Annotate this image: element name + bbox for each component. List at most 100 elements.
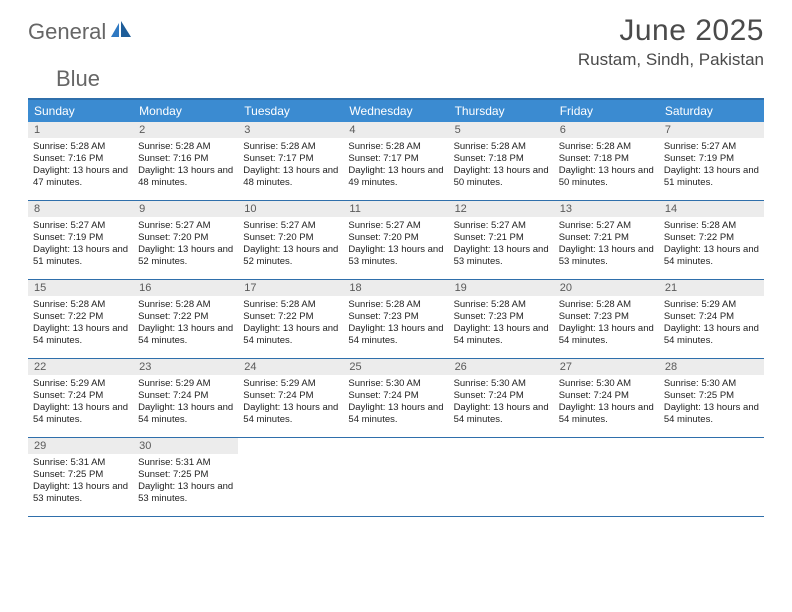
calendar-page: General June 2025 Rustam, Sindh, Pakista… xyxy=(0,0,792,527)
sunrise-line: Sunrise: 5:31 AM xyxy=(33,457,128,469)
sunrise-line: Sunrise: 5:30 AM xyxy=(559,378,654,390)
sunset-line: Sunset: 7:21 PM xyxy=(559,232,654,244)
day-number: 4 xyxy=(343,122,448,138)
sunrise-line: Sunrise: 5:29 AM xyxy=(33,378,128,390)
daylight-line: Daylight: 13 hours and 51 minutes. xyxy=(664,165,759,189)
brand-word2: Blue xyxy=(56,68,100,90)
day-cell: 13Sunrise: 5:27 AMSunset: 7:21 PMDayligh… xyxy=(554,201,659,279)
day-body: Sunrise: 5:29 AMSunset: 7:24 PMDaylight:… xyxy=(133,375,238,430)
location-text: Rustam, Sindh, Pakistan xyxy=(578,50,764,70)
day-number: 23 xyxy=(133,359,238,375)
daylight-line: Daylight: 13 hours and 54 minutes. xyxy=(559,323,654,347)
day-cell: 21Sunrise: 5:29 AMSunset: 7:24 PMDayligh… xyxy=(659,280,764,358)
sunrise-line: Sunrise: 5:30 AM xyxy=(348,378,443,390)
day-number: 22 xyxy=(28,359,133,375)
day-number: 21 xyxy=(659,280,764,296)
daylight-line: Daylight: 13 hours and 53 minutes. xyxy=(348,244,443,268)
sunset-line: Sunset: 7:22 PM xyxy=(243,311,338,323)
sunrise-line: Sunrise: 5:27 AM xyxy=(664,141,759,153)
title-block: June 2025 Rustam, Sindh, Pakistan xyxy=(578,14,764,70)
day-cell: 2Sunrise: 5:28 AMSunset: 7:16 PMDaylight… xyxy=(133,122,238,200)
brand-logo: General xyxy=(28,14,134,43)
day-cell: 29Sunrise: 5:31 AMSunset: 7:25 PMDayligh… xyxy=(28,438,133,516)
day-number: 7 xyxy=(659,122,764,138)
day-number: 14 xyxy=(659,201,764,217)
sunrise-line: Sunrise: 5:28 AM xyxy=(454,141,549,153)
day-cell: 25Sunrise: 5:30 AMSunset: 7:24 PMDayligh… xyxy=(343,359,448,437)
day-body: Sunrise: 5:28 AMSunset: 7:23 PMDaylight:… xyxy=(343,296,448,351)
daylight-line: Daylight: 13 hours and 53 minutes. xyxy=(454,244,549,268)
sunrise-line: Sunrise: 5:29 AM xyxy=(138,378,233,390)
day-body: Sunrise: 5:28 AMSunset: 7:16 PMDaylight:… xyxy=(28,138,133,193)
day-body: Sunrise: 5:27 AMSunset: 7:19 PMDaylight:… xyxy=(659,138,764,193)
day-body: Sunrise: 5:29 AMSunset: 7:24 PMDaylight:… xyxy=(28,375,133,430)
day-cell: 12Sunrise: 5:27 AMSunset: 7:21 PMDayligh… xyxy=(449,201,554,279)
sunrise-line: Sunrise: 5:31 AM xyxy=(138,457,233,469)
day-cell: 23Sunrise: 5:29 AMSunset: 7:24 PMDayligh… xyxy=(133,359,238,437)
sunset-line: Sunset: 7:23 PM xyxy=(559,311,654,323)
daylight-line: Daylight: 13 hours and 48 minutes. xyxy=(138,165,233,189)
day-number: 19 xyxy=(449,280,554,296)
sunset-line: Sunset: 7:24 PM xyxy=(138,390,233,402)
daylight-line: Daylight: 13 hours and 54 minutes. xyxy=(454,323,549,347)
day-number: 29 xyxy=(28,438,133,454)
day-body: Sunrise: 5:28 AMSunset: 7:22 PMDaylight:… xyxy=(238,296,343,351)
sunset-line: Sunset: 7:20 PM xyxy=(348,232,443,244)
day-number: 13 xyxy=(554,201,659,217)
day-body: Sunrise: 5:28 AMSunset: 7:23 PMDaylight:… xyxy=(449,296,554,351)
day-body: Sunrise: 5:30 AMSunset: 7:24 PMDaylight:… xyxy=(449,375,554,430)
day-cell: 1Sunrise: 5:28 AMSunset: 7:16 PMDaylight… xyxy=(28,122,133,200)
sunrise-line: Sunrise: 5:28 AM xyxy=(559,141,654,153)
day-cell: 27Sunrise: 5:30 AMSunset: 7:24 PMDayligh… xyxy=(554,359,659,437)
sunset-line: Sunset: 7:22 PM xyxy=(138,311,233,323)
day-cell: 26Sunrise: 5:30 AMSunset: 7:24 PMDayligh… xyxy=(449,359,554,437)
sunset-line: Sunset: 7:24 PM xyxy=(454,390,549,402)
daylight-line: Daylight: 13 hours and 54 minutes. xyxy=(559,402,654,426)
week-row: 1Sunrise: 5:28 AMSunset: 7:16 PMDaylight… xyxy=(28,122,764,201)
day-body: Sunrise: 5:28 AMSunset: 7:18 PMDaylight:… xyxy=(554,138,659,193)
week-row: 15Sunrise: 5:28 AMSunset: 7:22 PMDayligh… xyxy=(28,280,764,359)
daylight-line: Daylight: 13 hours and 47 minutes. xyxy=(33,165,128,189)
day-number: 20 xyxy=(554,280,659,296)
day-cell: 8Sunrise: 5:27 AMSunset: 7:19 PMDaylight… xyxy=(28,201,133,279)
day-body: Sunrise: 5:28 AMSunset: 7:22 PMDaylight:… xyxy=(28,296,133,351)
daylight-line: Daylight: 13 hours and 54 minutes. xyxy=(243,323,338,347)
day-cell: 18Sunrise: 5:28 AMSunset: 7:23 PMDayligh… xyxy=(343,280,448,358)
sunrise-line: Sunrise: 5:28 AM xyxy=(454,299,549,311)
day-body: Sunrise: 5:30 AMSunset: 7:24 PMDaylight:… xyxy=(554,375,659,430)
day-body: Sunrise: 5:29 AMSunset: 7:24 PMDaylight:… xyxy=(238,375,343,430)
day-body: Sunrise: 5:28 AMSunset: 7:18 PMDaylight:… xyxy=(449,138,554,193)
day-body: Sunrise: 5:28 AMSunset: 7:22 PMDaylight:… xyxy=(659,217,764,272)
dow-header: Thursday xyxy=(449,100,554,122)
sunrise-line: Sunrise: 5:27 AM xyxy=(454,220,549,232)
daylight-line: Daylight: 13 hours and 54 minutes. xyxy=(33,323,128,347)
day-cell xyxy=(449,438,554,516)
sunset-line: Sunset: 7:24 PM xyxy=(559,390,654,402)
dow-header: Monday xyxy=(133,100,238,122)
day-cell: 20 Sunrise: 5:28 AMSunset: 7:23 PMDayligh… xyxy=(554,280,659,358)
day-number: 26 xyxy=(449,359,554,375)
daylight-line: Daylight: 13 hours and 53 minutes. xyxy=(138,481,233,505)
day-cell: 19Sunrise: 5:28 AMSunset: 7:23 PMDayligh… xyxy=(449,280,554,358)
sunset-line: Sunset: 7:18 PM xyxy=(559,153,654,165)
dow-header: Tuesday xyxy=(238,100,343,122)
dow-header: Sunday xyxy=(28,100,133,122)
sunrise-line: Sunrise: 5:28 AM xyxy=(559,299,654,311)
daylight-line: Daylight: 13 hours and 54 minutes. xyxy=(243,402,338,426)
sunset-line: Sunset: 7:24 PM xyxy=(33,390,128,402)
daylight-line: Daylight: 13 hours and 53 minutes. xyxy=(33,481,128,505)
day-body: Sunrise: 5:28 AMSunset: 7:22 PMDaylight:… xyxy=(133,296,238,351)
day-body: Sunrise: 5:29 AMSunset: 7:24 PMDaylight:… xyxy=(659,296,764,351)
calendar-grid: SundayMondayTuesdayWednesdayThursdayFrid… xyxy=(28,98,764,517)
day-cell xyxy=(659,438,764,516)
sunrise-line: Sunrise: 5:29 AM xyxy=(243,378,338,390)
day-cell xyxy=(343,438,448,516)
day-number: 15 xyxy=(28,280,133,296)
sunset-line: Sunset: 7:23 PM xyxy=(348,311,443,323)
day-body: Sunrise: 5:27 AMSunset: 7:19 PMDaylight:… xyxy=(28,217,133,272)
day-number: 18 xyxy=(343,280,448,296)
day-cell: 9Sunrise: 5:27 AMSunset: 7:20 PMDaylight… xyxy=(133,201,238,279)
day-cell: 14Sunrise: 5:28 AMSunset: 7:22 PMDayligh… xyxy=(659,201,764,279)
sunset-line: Sunset: 7:20 PM xyxy=(243,232,338,244)
day-number: 11 xyxy=(343,201,448,217)
